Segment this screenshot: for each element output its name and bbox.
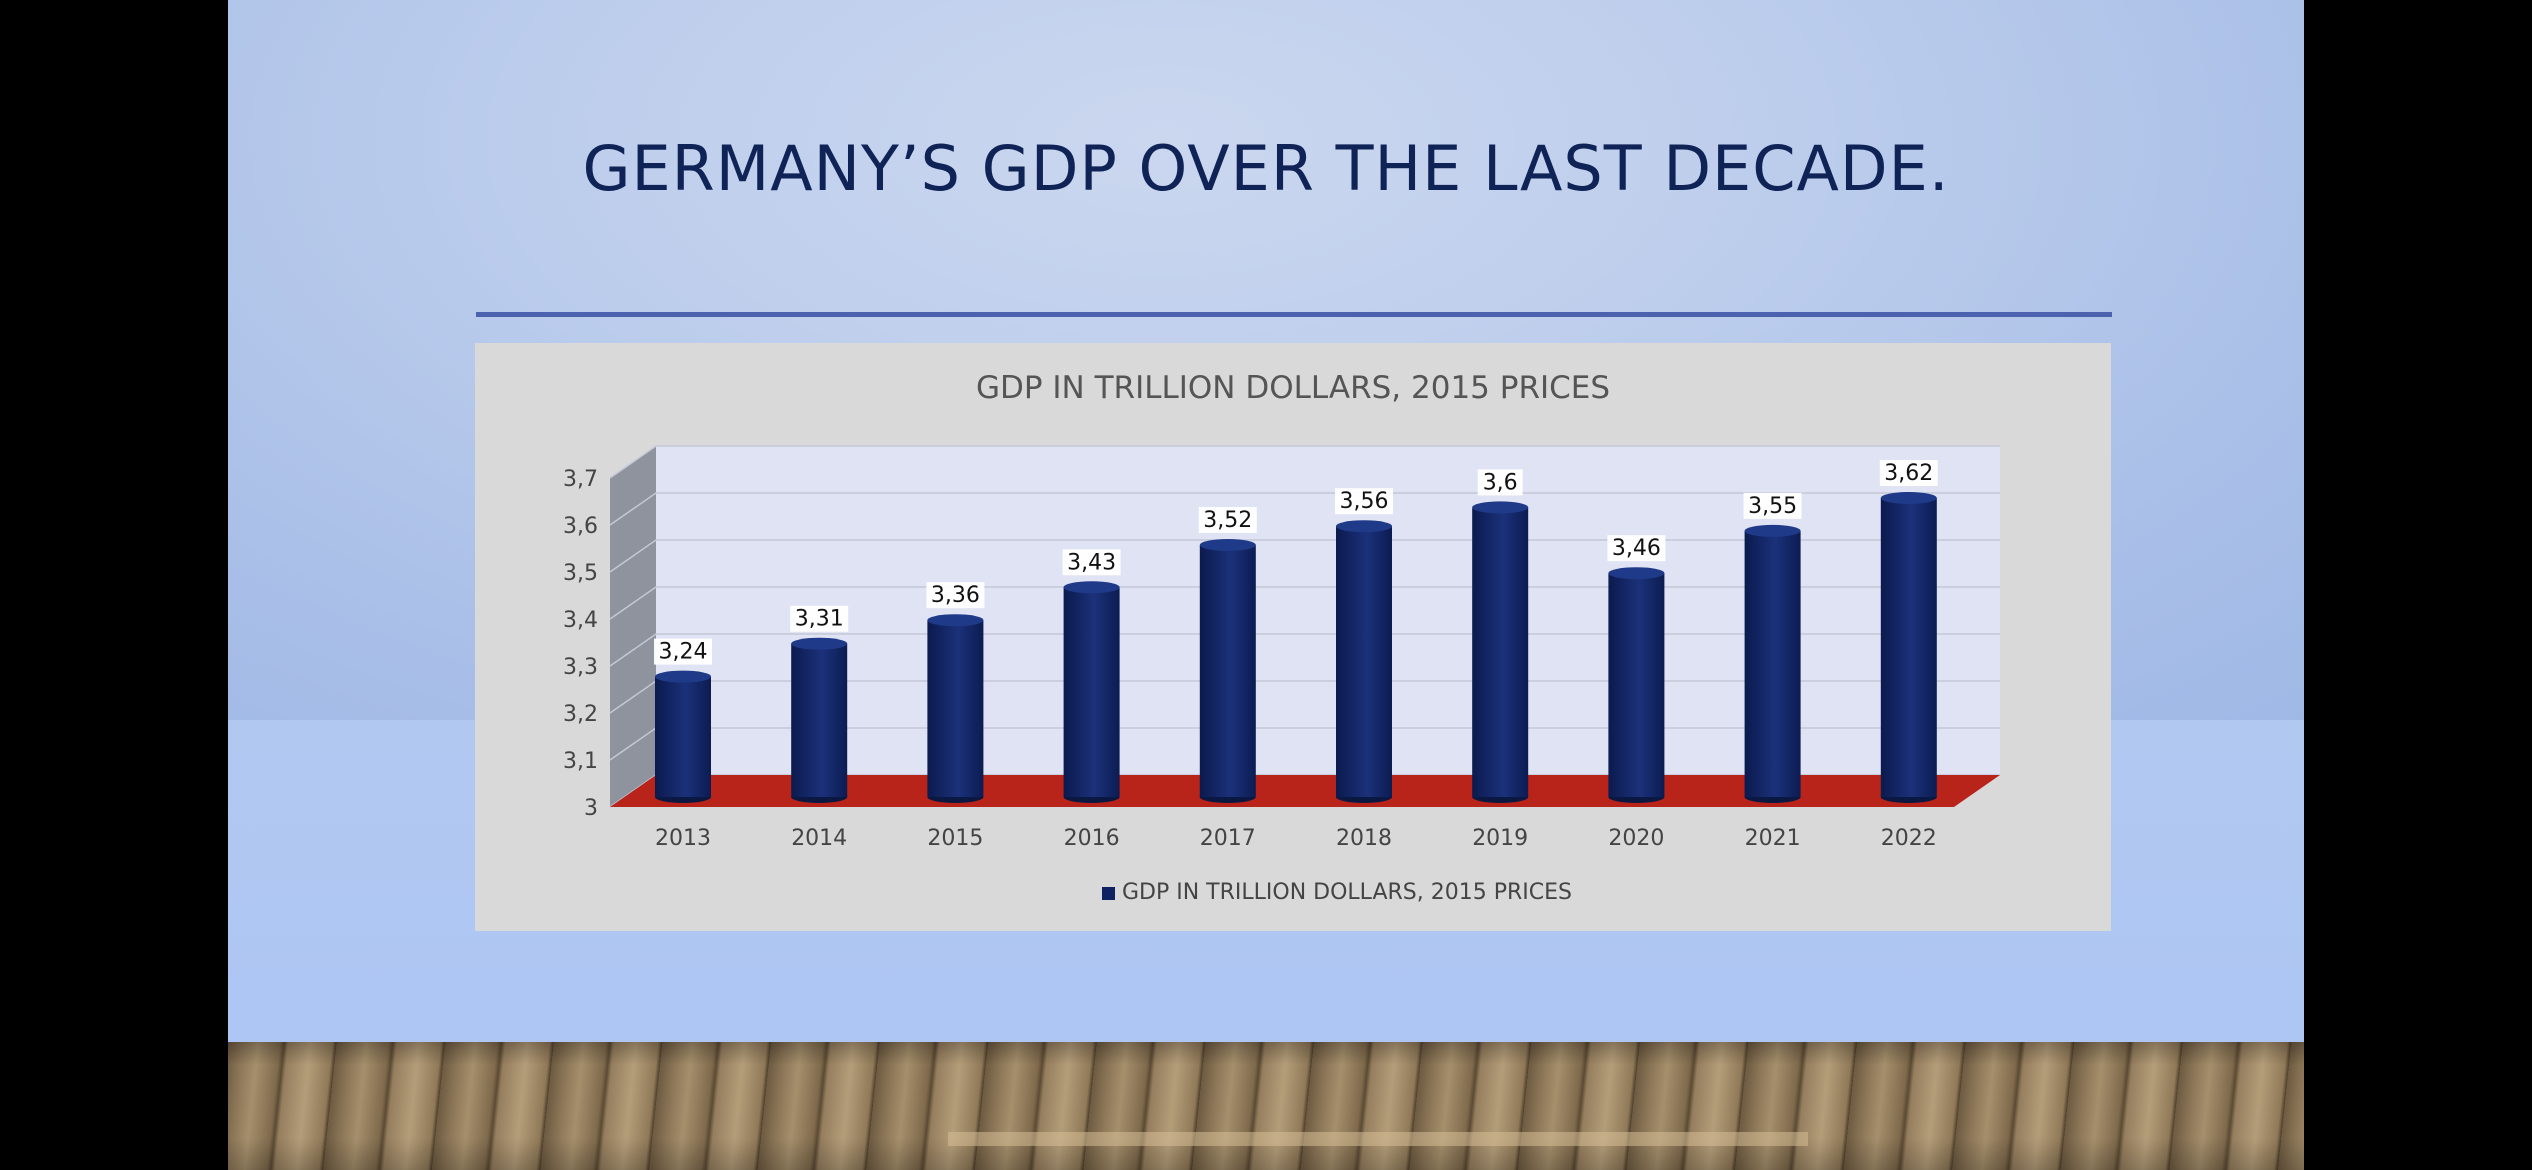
svg-text:3,62: 3,62 [1884, 461, 1933, 486]
gdp-bar-chart: GDP IN TRILLION DOLLARS, 2015 PRICES 3 3,… [563, 370, 2000, 905]
x-tick-label: 2014 [791, 826, 847, 851]
svg-text:3,6: 3,6 [1483, 470, 1518, 495]
y-tick-label: 3 [584, 796, 598, 821]
bar [927, 614, 984, 803]
x-tick-label: 2021 [1745, 826, 1801, 851]
svg-text:3,31: 3,31 [795, 607, 844, 632]
y-tick-label: 3,5 [563, 561, 598, 586]
data-label: 3,36 [926, 582, 985, 609]
bar [1336, 520, 1392, 803]
bar [791, 637, 848, 803]
y-tick-label: 3,4 [563, 608, 598, 633]
slide-title: GERMANY’S GDP OVER THE LAST DECADE. [582, 132, 1950, 205]
chart-panel[interactable]: GDP IN TRILLION DOLLARS, 2015 PRICES 3 3,… [475, 343, 2111, 931]
data-label: 3,31 [790, 605, 849, 632]
legend[interactable]: GDP IN TRILLION DOLLARS, 2015 PRICES [1102, 880, 1572, 905]
x-tick-label: 2019 [1472, 826, 1528, 851]
x-tick-label: 2020 [1608, 826, 1664, 851]
svg-text:3,24: 3,24 [659, 640, 708, 665]
bar [1608, 567, 1665, 803]
y-axis-ticks: 3 3,1 3,2 3,3 3,4 3,5 3,6 3,7 [563, 467, 598, 821]
data-label: 3,62 [1879, 460, 1938, 486]
chart-title: GDP IN TRILLION DOLLARS, 2015 PRICES [976, 370, 1610, 406]
legend-swatch [1102, 887, 1115, 900]
x-tick-label: 2016 [1064, 826, 1120, 851]
bar-series [655, 492, 1937, 803]
data-label: 3,43 [1062, 549, 1121, 576]
gridline [609, 445, 2000, 479]
x-tick-label: 2015 [927, 826, 983, 851]
bar [1199, 539, 1256, 803]
slide: GERMANY’S GDP OVER THE LAST DECADE. GDP … [228, 0, 2304, 1170]
svg-text:3,46: 3,46 [1612, 536, 1661, 561]
y-tick-label: 3,3 [563, 655, 598, 680]
y-tick-label: 3,2 [563, 702, 598, 727]
data-label: 3,56 [1335, 488, 1393, 515]
bar [655, 670, 711, 803]
data-label: 3,24 [654, 638, 712, 665]
bar [1744, 524, 1801, 803]
x-tick-label: 2018 [1336, 826, 1392, 851]
wooden-floor-image [228, 1042, 2304, 1170]
x-tick-label: 2022 [1881, 826, 1937, 851]
gridline [609, 586, 2000, 620]
svg-text:3,56: 3,56 [1340, 489, 1389, 514]
bar [1063, 581, 1120, 803]
x-axis-ticks: 2013 2014 2015 2016 2017 2018 2019 2020 2021 2022 [655, 826, 1937, 851]
plot-side-wall [610, 446, 656, 807]
x-tick-label: 2013 [655, 826, 711, 851]
title-divider [476, 312, 2112, 317]
data-labels: 3,24 3,31 3,36 3,43 3,52 3,56 3,6 3,46 3,55 3,62 [654, 460, 1938, 665]
gridline [609, 539, 2000, 573]
svg-text:3,43: 3,43 [1067, 550, 1116, 575]
gridline [609, 633, 2000, 667]
data-label: 3,46 [1607, 535, 1666, 562]
bar [1880, 492, 1937, 803]
svg-text:3,55: 3,55 [1748, 494, 1797, 519]
y-tick-label: 3,1 [563, 749, 598, 774]
data-label: 3,52 [1198, 507, 1257, 533]
bar [1472, 501, 1529, 803]
floor-highlight-band [948, 1132, 1808, 1146]
data-label: 3,55 [1743, 492, 1802, 519]
gridline [609, 492, 2000, 526]
legend-label: GDP IN TRILLION DOLLARS, 2015 PRICES [1122, 880, 1572, 905]
svg-text:3,36: 3,36 [931, 583, 980, 608]
y-tick-label: 3,6 [563, 514, 598, 539]
svg-text:3,52: 3,52 [1203, 508, 1252, 533]
x-tick-label: 2017 [1200, 826, 1256, 851]
data-label: 3,6 [1477, 469, 1523, 496]
y-tick-label: 3,7 [563, 467, 598, 492]
